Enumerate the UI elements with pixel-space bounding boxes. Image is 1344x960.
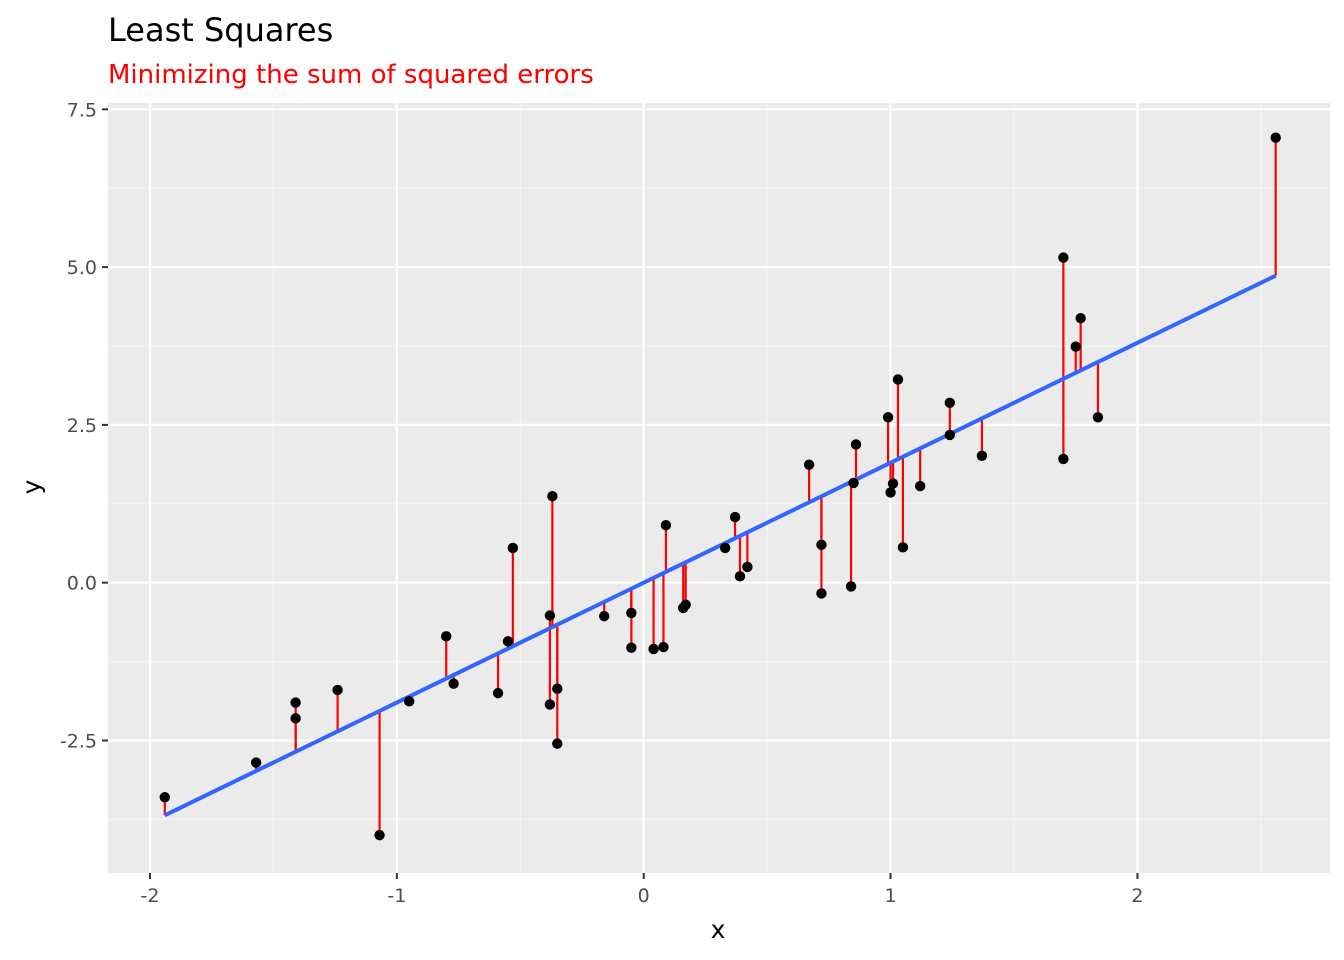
chart-title: Least Squares bbox=[108, 11, 333, 49]
data-point bbox=[729, 511, 741, 523]
data-point bbox=[448, 678, 459, 689]
y-tick-label: -2.5 bbox=[60, 730, 97, 752]
data-point bbox=[882, 412, 894, 423]
data-point bbox=[626, 642, 637, 653]
x-tick-label: -2 bbox=[140, 885, 159, 907]
y-tick-label: 2.5 bbox=[67, 415, 97, 437]
data-point bbox=[290, 713, 301, 724]
data-point bbox=[850, 439, 862, 450]
data-point bbox=[290, 697, 301, 708]
data-point bbox=[552, 738, 563, 749]
data-point bbox=[816, 539, 827, 551]
x-axis: -2 -1 0 1 2 bbox=[140, 873, 1143, 907]
x-tick-label: 0 bbox=[638, 885, 650, 907]
data-point bbox=[648, 643, 659, 655]
data-point bbox=[719, 542, 731, 554]
y-tick-label: 5.0 bbox=[67, 257, 97, 279]
data-point bbox=[887, 478, 899, 489]
data-point bbox=[803, 459, 815, 470]
x-tick-label: 2 bbox=[1131, 885, 1143, 907]
data-point bbox=[897, 542, 909, 553]
data-point bbox=[1058, 453, 1069, 465]
chart-subtitle: Minimizing the sum of squared errors bbox=[108, 60, 594, 90]
data-point bbox=[599, 610, 610, 622]
y-tick-label: 7.5 bbox=[67, 99, 97, 121]
data-point bbox=[658, 641, 669, 653]
y-tick-label: 0.0 bbox=[67, 573, 97, 595]
data-point bbox=[544, 610, 556, 621]
data-point bbox=[502, 636, 514, 647]
data-point bbox=[544, 699, 556, 710]
minor-gridlines bbox=[108, 103, 1330, 873]
x-axis-label: x bbox=[711, 915, 726, 944]
data-point bbox=[441, 631, 452, 642]
plot-panel bbox=[108, 103, 1330, 873]
data-points bbox=[159, 132, 1281, 841]
data-point bbox=[507, 542, 519, 554]
data-point bbox=[734, 571, 746, 582]
data-point bbox=[845, 581, 857, 592]
regression-line bbox=[163, 273, 1277, 818]
x-tick-label: 1 bbox=[885, 885, 897, 907]
data-point bbox=[660, 520, 672, 531]
y-axis: -2.5 0.0 2.5 5.0 7.5 bbox=[60, 99, 108, 752]
data-point bbox=[1270, 132, 1281, 143]
y-axis-label: y bbox=[17, 479, 46, 494]
data-point bbox=[742, 561, 753, 573]
data-point bbox=[547, 491, 558, 502]
data-point bbox=[403, 696, 415, 707]
data-point bbox=[944, 429, 956, 441]
data-point bbox=[250, 757, 262, 768]
data-point bbox=[680, 599, 691, 610]
data-point bbox=[552, 683, 563, 694]
data-point bbox=[374, 829, 385, 841]
data-point bbox=[892, 374, 904, 385]
data-point bbox=[848, 477, 859, 489]
data-point bbox=[1058, 252, 1069, 263]
data-point bbox=[914, 480, 926, 492]
data-point bbox=[332, 684, 343, 696]
data-point bbox=[1070, 341, 1081, 352]
x-tick-label: -1 bbox=[387, 885, 406, 907]
residual-segments bbox=[163, 137, 1277, 836]
data-point bbox=[944, 397, 956, 408]
data-point bbox=[816, 588, 827, 599]
data-point bbox=[626, 607, 637, 619]
data-point bbox=[1092, 412, 1104, 423]
data-point bbox=[159, 792, 170, 803]
data-point bbox=[492, 687, 504, 699]
data-point bbox=[885, 487, 896, 498]
data-point bbox=[976, 450, 988, 462]
data-point bbox=[1075, 313, 1086, 324]
